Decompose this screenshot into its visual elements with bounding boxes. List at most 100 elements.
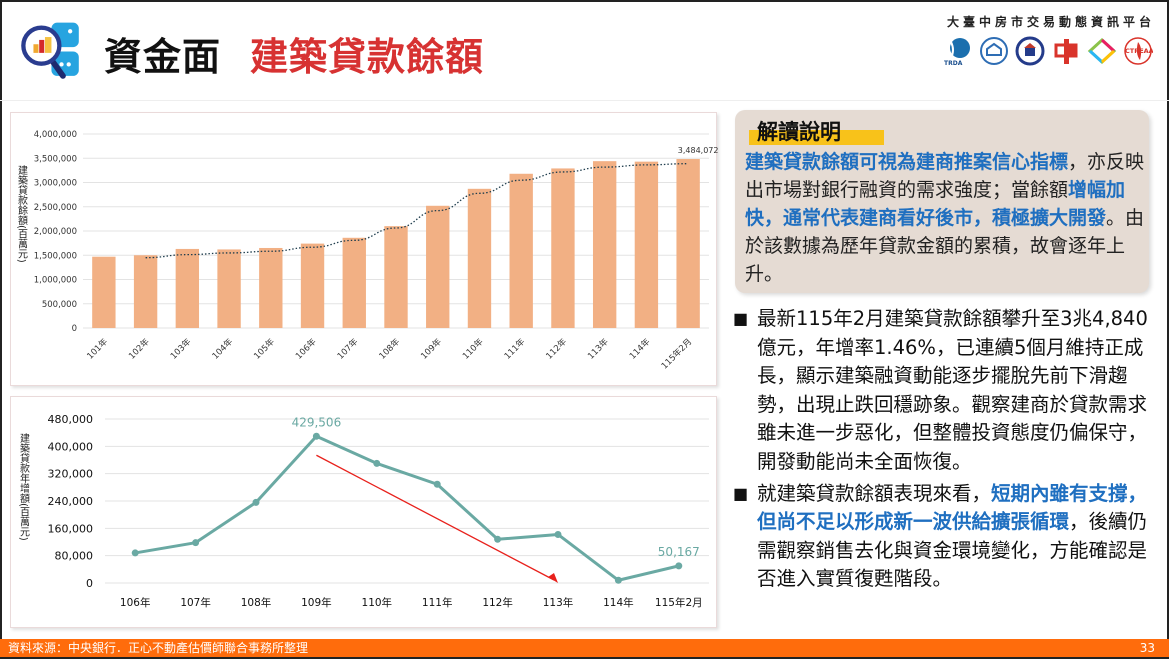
x-tick-label: 115年2月: [655, 596, 703, 609]
y-tick-label: 0: [72, 324, 77, 334]
trendline: [145, 163, 689, 259]
bar: [133, 255, 158, 328]
bar: [384, 226, 408, 328]
bar: [259, 247, 283, 328]
y-axis-label: 建築貸款餘額(百萬元): [16, 164, 28, 263]
y-tick-label: 400,000: [48, 440, 94, 453]
bullet-item: ■ 最新115年2月建築貸款餘額攀升至3兆4,840億元，年增率1.46%，已連…: [733, 305, 1163, 477]
data-point: [373, 459, 381, 467]
x-tick-label: 111年: [502, 336, 528, 362]
svg-text:CTREAA: CTREAA: [1125, 47, 1153, 55]
callout-title-highlight: [749, 130, 884, 145]
page-title: 資金面: [104, 35, 222, 79]
bar: [676, 159, 700, 328]
bar: [634, 161, 659, 328]
house-emblem-icon: [979, 36, 1009, 66]
bar: [551, 168, 575, 328]
x-tick-label: 112年: [544, 336, 570, 362]
page-number: 33: [1139, 641, 1155, 655]
interpretation-callout: 解讀說明 建築貸款餘額可視為建商推案信心指標，亦反映出市場對銀行融資的需求強度；…: [735, 110, 1149, 293]
x-tick-label: 108年: [241, 596, 272, 609]
header: 資金面 建築貸款餘額 大臺中房市交易動態資訊平台 TRDA CTREAA: [0, 0, 1169, 100]
data-point: [614, 576, 622, 584]
x-tick-label: 114年: [627, 336, 653, 362]
bullet-text: 最新115年2月建築貸款餘額攀升至3兆4,840億元，年增率1.46%，已連續5…: [757, 307, 1148, 473]
callout-title: 解讀說明: [757, 120, 841, 144]
x-tick-label: 105年: [252, 336, 278, 362]
org-name: 大臺中房市交易動態資訊平台: [946, 15, 1155, 29]
callout-text-1: ，亦反映出市場對銀行融資的需求強度；當餘額: [745, 151, 1145, 201]
loan-growth-chart-panel: 0 80,000 160,000 240,000 320,000 400,000 480,0…: [10, 396, 717, 628]
zhong-logo-icon: [1051, 36, 1081, 66]
data-point: [312, 432, 320, 440]
data-label: 429,506: [292, 415, 342, 429]
bullet-text-pre: 就建築貸款餘額表現來看，: [757, 481, 992, 505]
y-tick-label: 2,000,000: [34, 227, 77, 237]
x-tick-label: 109年: [419, 336, 445, 362]
callout-body: 建築貸款餘額可視為建商推案信心指標，亦反映出市場對銀行融資的需求強度；當餘額增幅…: [745, 148, 1145, 288]
x-tick-label: 106年: [120, 596, 151, 609]
svg-text:TRDA: TRDA: [944, 60, 963, 66]
trend-arrow-line: [316, 454, 555, 581]
diamond-logo-icon: [1087, 36, 1117, 66]
x-tick-label: 111年: [422, 596, 453, 609]
data-point: [675, 562, 683, 570]
y-tick-label: 500,000: [42, 300, 77, 310]
association-emblem-icon: [1015, 36, 1045, 66]
data-point: [192, 539, 200, 547]
analytics-logo-icon: [21, 22, 79, 79]
bar: [300, 243, 325, 328]
data-source: 資料來源：中央銀行．正心不動產估價師聯合事務所整理: [8, 641, 309, 655]
x-tick-label: 103年: [168, 336, 194, 362]
bullet-text-post: ，後續仍需觀察銷售去化與資金環境變化，方能確認是否進入實質復甦階段。: [757, 510, 1148, 591]
y-tick-label: 4,000,000: [34, 130, 77, 140]
y-axis-label: 建築貸款年增額(百萬元): [18, 432, 30, 541]
bar: [217, 249, 241, 328]
footer-bar: 資料來源：中央銀行．正心不動產估價師聯合事務所整理 33: [0, 639, 1169, 657]
trend-arrow-head-icon: [548, 573, 558, 583]
y-tick-label: 3,500,000: [34, 154, 77, 164]
y-tick-label: 0: [86, 577, 93, 590]
loan-balance-chart-panel: 0 500,000 1,000,000 1,500,000 2,000,000 2,500…: [10, 112, 718, 386]
callout-highlight-2: 增幅加快，通常代表建商看好後市，積極擴大開發: [745, 179, 1126, 229]
callout-text-2: 。由於該數據為歷年貸款金額的累積，故會逐年上升。: [745, 207, 1145, 285]
bar: [592, 161, 617, 328]
org-logos: TRDA CTREAA: [943, 36, 1153, 66]
analysis-bullets: ■ 最新115年2月建築貸款餘額攀升至3兆4,840億元，年增率1.46%，已連…: [733, 305, 1163, 597]
series-line: [134, 434, 680, 582]
data-point: [554, 530, 562, 538]
x-tick-label: 107年: [335, 336, 361, 362]
x-tick-label: 115年2月: [659, 336, 694, 371]
y-tick-label: 160,000: [48, 522, 94, 535]
x-tick-label: 106年: [293, 336, 319, 362]
header-divider: [0, 100, 1169, 101]
y-tick-label: 320,000: [48, 468, 94, 481]
x-tick-label: 114年: [603, 596, 634, 609]
data-label: 3,484,072: [678, 146, 718, 155]
bar: [92, 256, 116, 328]
data-point: [433, 480, 441, 488]
y-tick-label: 3,000,000: [34, 179, 77, 189]
y-tick-label: 80,000: [55, 550, 94, 563]
x-tick-label: 107年: [180, 596, 211, 609]
callout-highlight-1: 建築貸款餘額可視為建商推案信心指標: [745, 151, 1069, 173]
data-point: [131, 549, 139, 557]
bullet-text-highlight: 短期內雖有支撐，但尚不足以形成新一波供給擴張循環: [757, 481, 1148, 534]
data-label: 50,167: [658, 545, 700, 559]
bar: [175, 248, 200, 328]
square-bullet-icon: ■: [733, 309, 749, 328]
x-tick-label: 109年: [301, 596, 332, 609]
data-point: [252, 498, 260, 506]
x-tick-label: 112年: [482, 596, 513, 609]
bar: [426, 205, 450, 328]
bullet-item: ■ 就建築貸款餘額表現來看，短期內雖有支撐，但尚不足以形成新一波供給擴張循環，後…: [733, 480, 1163, 594]
square-bullet-icon: ■: [733, 483, 749, 503]
x-tick-label: 101年: [85, 336, 111, 362]
x-tick-label: 113年: [543, 596, 574, 609]
data-point: [494, 535, 502, 543]
y-tick-label: 240,000: [48, 495, 94, 508]
loan-growth-line-chart: 0 80,000 160,000 240,000 320,000 400,000 480,0…: [18, 413, 709, 609]
x-tick-label: 104年: [210, 336, 236, 362]
x-tick-label: 110年: [362, 596, 393, 609]
